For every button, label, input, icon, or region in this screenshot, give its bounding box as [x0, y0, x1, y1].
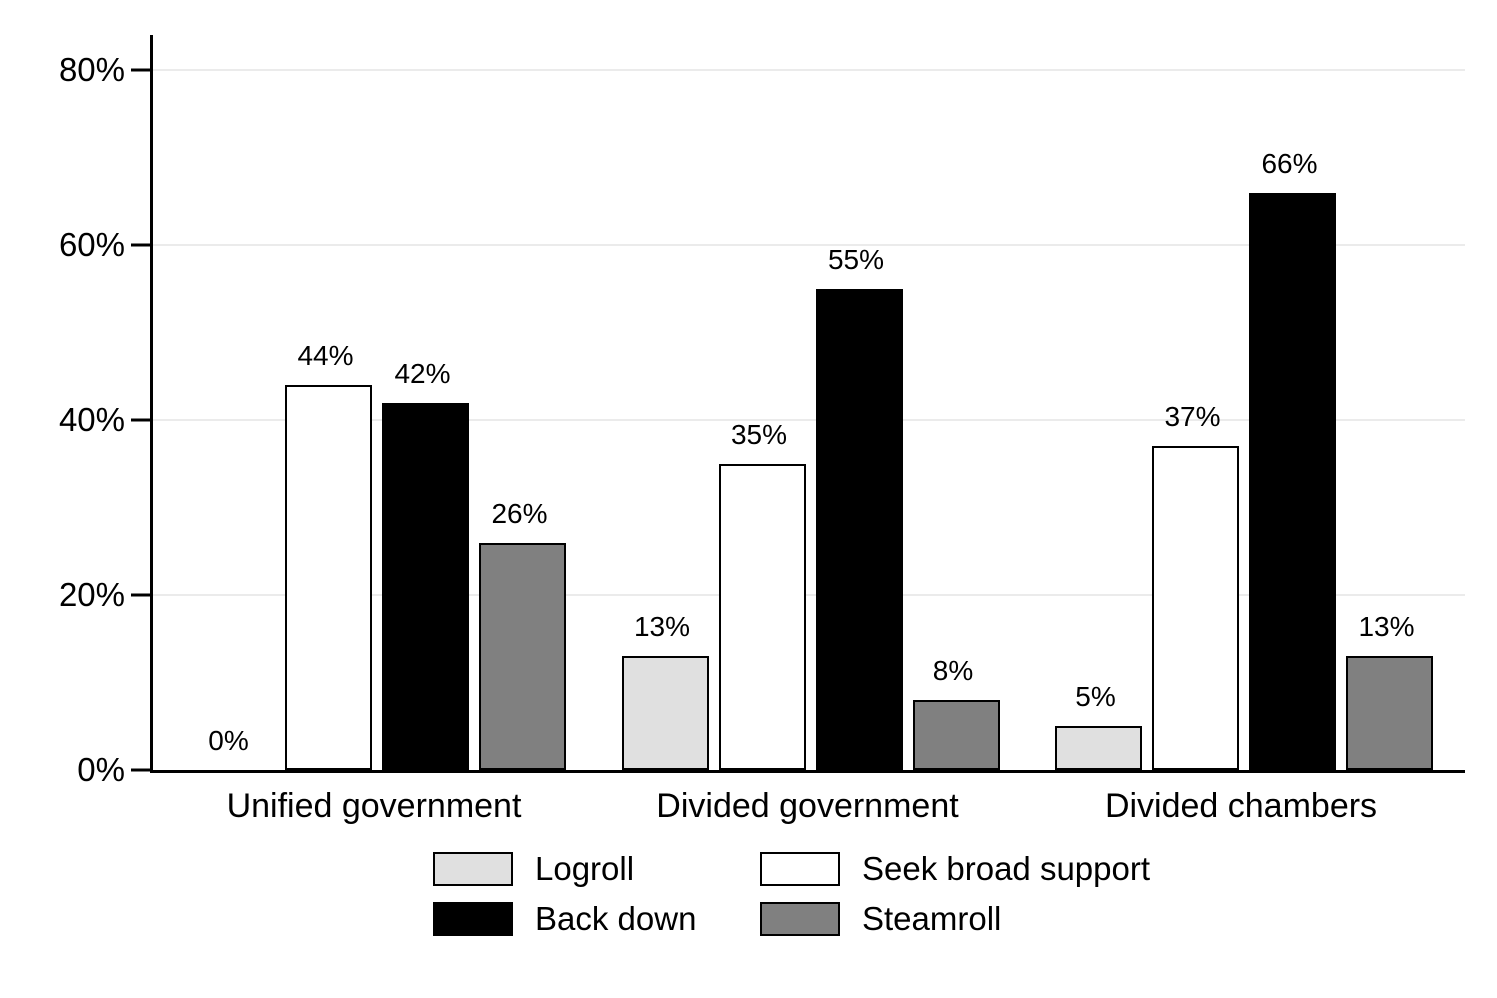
- legend-swatch-logroll: [433, 852, 513, 886]
- y-axis-tick: [131, 768, 150, 772]
- bar-logroll: [621, 656, 709, 770]
- bar-value-label: 42%: [394, 357, 451, 389]
- gridline-40: [153, 419, 1465, 421]
- y-axis-tick: [131, 593, 150, 597]
- bar-back-down: [382, 402, 469, 770]
- y-axis-tick: [131, 243, 150, 247]
- bar-value-label: 55%: [827, 243, 885, 275]
- x-axis-category-label: Divided government: [656, 787, 959, 825]
- y-axis-tick-label: 20%: [58, 576, 125, 613]
- bar-value-label: 66%: [1261, 147, 1318, 179]
- bar-back-down: [815, 288, 903, 770]
- bar-value-label: 37%: [1164, 401, 1221, 433]
- bar-value-label: 44%: [297, 340, 354, 371]
- bar-value-label: 26%: [491, 497, 548, 529]
- x-axis-category-label: Unified government: [226, 787, 522, 825]
- bar-value-label: 0%: [208, 725, 249, 756]
- bar-back-down: [1249, 192, 1336, 770]
- y-axis-tick-label: 40%: [58, 401, 125, 438]
- bar-logroll: [1055, 726, 1142, 770]
- gridline-60: [153, 244, 1465, 246]
- legend-label: Logroll: [535, 850, 635, 887]
- legend-swatch-back-down: [433, 902, 513, 936]
- legend-swatch-steamroll: [760, 902, 840, 936]
- bar-value-label: 13%: [1358, 611, 1415, 643]
- y-axis-tick-label: 0%: [77, 751, 125, 788]
- bar-steamroll: [479, 542, 566, 770]
- bar-value-label: 8%: [932, 655, 974, 686]
- bar-seek-broad-support: [718, 463, 806, 770]
- bar-steamroll: [1346, 656, 1433, 770]
- bar-value-label: 5%: [1075, 681, 1116, 713]
- y-axis-tick-label: 60%: [58, 226, 125, 263]
- y-axis-tick: [131, 68, 150, 72]
- gridline-80: [153, 69, 1465, 71]
- legend-swatch-seek-broad-support: [760, 852, 840, 886]
- plot-area: [150, 35, 1465, 773]
- bar-value-label: 35%: [730, 418, 788, 450]
- legend-label: Steamroll: [862, 900, 1002, 937]
- gridline-20: [153, 594, 1465, 596]
- legend-label: Back down: [535, 900, 697, 937]
- bar-value-label: 13%: [633, 611, 691, 643]
- x-axis-category-label: Divided chambers: [1104, 787, 1378, 825]
- y-axis-tick: [131, 418, 150, 422]
- bar-seek-broad-support: [1152, 446, 1239, 770]
- bar-steamroll: [912, 700, 1000, 770]
- y-axis-tick-label: 80%: [58, 51, 125, 88]
- legend-label: Seek broad support: [862, 850, 1151, 887]
- bar-seek-broad-support: [285, 385, 372, 770]
